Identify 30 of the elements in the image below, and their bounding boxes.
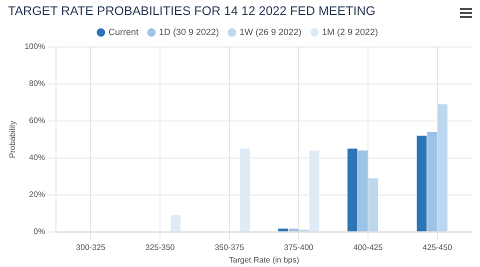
- x-axis-title: Target Rate (in bps): [228, 255, 300, 264]
- y-tick-label: 20%: [29, 190, 46, 200]
- bar: [427, 132, 438, 232]
- legend-label: Current: [108, 26, 139, 37]
- y-tick-label: 100%: [24, 42, 46, 52]
- bar: [358, 150, 368, 232]
- bar: [416, 136, 427, 232]
- bar: [278, 228, 288, 232]
- bar: [240, 148, 250, 232]
- x-tick-label: 325-350: [145, 242, 176, 252]
- x-tick-label: 300-325: [76, 242, 106, 252]
- y-tick-label: 60%: [29, 116, 46, 126]
- y-tick-label: 40%: [29, 153, 46, 162]
- x-tick-label: 400-425: [353, 242, 384, 252]
- x-tick-label: 375-400: [284, 242, 314, 252]
- y-axis-title: Probability: [8, 120, 18, 158]
- bar: [438, 104, 448, 232]
- x-tick-label: 425-450: [422, 242, 453, 252]
- bar: [347, 148, 358, 232]
- chart-title: TARGET RATE PROBABILITIES FOR 14 12 2022 FED MEETING: [8, 4, 376, 18]
- y-tick-label: 0%: [34, 227, 46, 236]
- legend-label: 1W (26 9 2022): [239, 26, 302, 37]
- y-tick-label: 80%: [29, 79, 46, 88]
- legend-label: 1D (30 9 2022): [158, 26, 219, 37]
- bar: [288, 228, 298, 232]
- bar: [368, 178, 378, 232]
- bar: [170, 215, 181, 232]
- x-tick-label: 350-375: [214, 242, 245, 252]
- legend-label: 1M (2 9 2022): [322, 26, 378, 37]
- bar: [309, 150, 320, 232]
